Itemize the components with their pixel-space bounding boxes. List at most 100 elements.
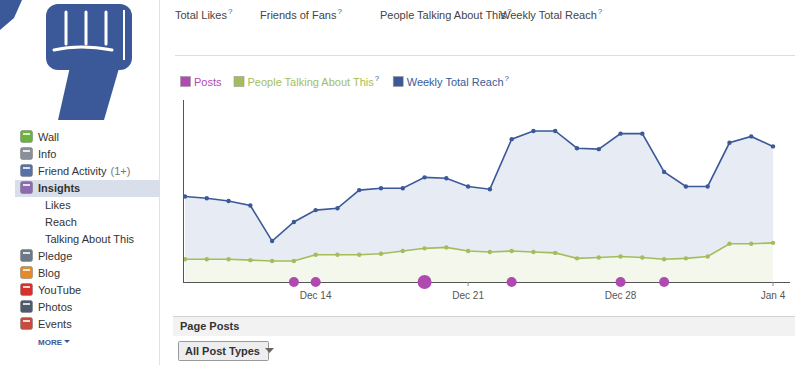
dropdown-arrow (265, 348, 274, 353)
series-point (597, 147, 601, 151)
series-point (575, 146, 579, 150)
series-point (292, 259, 296, 263)
series-point (618, 131, 622, 135)
nav-item[interactable]: Blog (38, 267, 60, 279)
series-point (727, 141, 731, 145)
insight-tab[interactable]: Friends of Fans (260, 9, 337, 21)
x-tick-label: Dec 14 (300, 290, 332, 301)
x-tick (773, 282, 774, 286)
series-point (640, 255, 644, 259)
nav-icon (21, 148, 33, 160)
post-marker (507, 277, 517, 287)
logo-bg (0, 0, 155, 120)
series-point (531, 250, 535, 254)
help-mark[interactable]: ? (505, 74, 510, 83)
series-point (313, 208, 317, 212)
series-line (185, 131, 773, 241)
dropdown-label[interactable]: All Post Types (185, 345, 260, 357)
nav-icon (21, 318, 33, 330)
page-logo (0, 0, 155, 120)
series-point (662, 257, 666, 261)
selected-bg (15, 180, 160, 197)
insight-tab[interactable]: Total Likes (175, 9, 227, 21)
series-point (749, 134, 753, 138)
series-point (684, 184, 688, 188)
legend-swatch (393, 77, 403, 87)
logo-corner (0, 0, 22, 30)
help-mark[interactable]: ? (375, 74, 380, 83)
nav-icon-detail (23, 133, 30, 135)
series-point (335, 206, 339, 210)
post-type-dropdown[interactable]: All Post Types (179, 342, 274, 361)
series-point (248, 258, 252, 262)
logo-finger (85, 12, 88, 44)
post-marker (418, 275, 432, 289)
nav-icon (21, 284, 33, 296)
y-axis (183, 100, 184, 282)
series-point (357, 253, 361, 257)
series-point (226, 199, 230, 203)
series-point (597, 255, 601, 259)
series-point (422, 175, 426, 179)
post-marker (659, 277, 669, 287)
x-tick-label: Dec 21 (452, 290, 484, 301)
dropdown-box[interactable] (179, 342, 269, 361)
series-point (270, 239, 274, 243)
series-point (401, 249, 405, 253)
series-point (226, 257, 230, 261)
legend-label: Posts (194, 76, 222, 88)
nav-item[interactable]: YouTube (38, 284, 81, 296)
nav-item[interactable]: Friend Activity (38, 165, 107, 177)
series-point (379, 252, 383, 256)
nav-icon (21, 267, 33, 279)
nav-icon-detail (23, 269, 30, 271)
plot-area (183, 129, 775, 282)
series-point (531, 129, 535, 133)
logo-finger (105, 12, 108, 44)
series-point (401, 186, 405, 190)
insight-tab[interactable]: People Talking About This (380, 9, 507, 21)
series-point (662, 170, 666, 174)
legend-swatch (234, 77, 244, 87)
logo-edge (123, 10, 125, 60)
more-arrow (64, 340, 70, 343)
series-point (466, 184, 470, 188)
series-point (771, 144, 775, 148)
nav-item[interactable]: Talking About This (45, 233, 135, 245)
nav-item[interactable]: Likes (45, 199, 71, 211)
series-point (357, 188, 361, 192)
help-mark[interactable]: ? (598, 7, 603, 16)
insight-tab[interactable]: Weekly Total Reach (500, 9, 597, 21)
nav-icon (21, 182, 33, 194)
nav-icon-detail (23, 286, 30, 288)
series-point (509, 137, 513, 141)
series-point (771, 241, 775, 245)
nav-icon-detail (23, 320, 30, 322)
nav-item[interactable]: Insights (38, 182, 80, 194)
x-tick-label: Jan 4 (761, 290, 786, 301)
nav-icon (21, 165, 33, 177)
nav-item[interactable]: Photos (38, 301, 73, 313)
section-bar (173, 316, 795, 336)
series-point (705, 254, 709, 258)
section-title: Page Posts (180, 320, 239, 332)
series-point (727, 242, 731, 246)
nav-item[interactable]: Info (38, 148, 56, 160)
x-tick-label: Dec 28 (605, 290, 637, 301)
series-point (640, 131, 644, 135)
series-point (749, 242, 753, 246)
nav-icon-detail (23, 252, 30, 254)
legend-label: People Talking About This (248, 76, 375, 88)
nav-item[interactable]: Events (38, 318, 72, 330)
nav-icon-detail (23, 184, 30, 186)
header-rule (175, 55, 795, 56)
legend-swatch (181, 77, 191, 87)
nav-more[interactable]: MORE (38, 338, 63, 347)
sidebar: WallInfoFriend Activity(1+)InsightsLikes… (15, 131, 160, 348)
series-point (553, 251, 557, 255)
nav-item[interactable]: Wall (38, 131, 59, 143)
nav-item[interactable]: Reach (45, 216, 77, 228)
help-mark[interactable]: ? (337, 7, 342, 16)
nav-item[interactable]: Pledge (38, 250, 72, 262)
help-mark[interactable]: ? (228, 7, 233, 16)
